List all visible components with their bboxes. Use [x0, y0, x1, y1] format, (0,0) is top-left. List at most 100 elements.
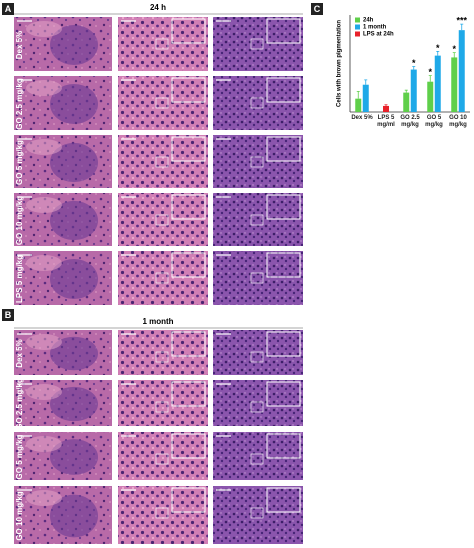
tissue-region: [50, 336, 98, 371]
x-tick-label: GO 2.5 mg/kg: [400, 115, 420, 128]
tissue-region: [50, 25, 98, 65]
bar: [427, 81, 434, 112]
inset: [266, 194, 301, 220]
inset: [171, 381, 206, 407]
legend-label: LPS at 24h: [363, 32, 394, 38]
tissue-region: [50, 439, 98, 475]
tissue-region: [50, 494, 98, 538]
inset-region: [155, 453, 169, 465]
inset-region: [250, 272, 264, 284]
tissue-region: [26, 490, 62, 506]
inset: [171, 18, 206, 44]
inset-region: [155, 97, 169, 109]
inset: [171, 252, 206, 278]
row-label: GO 5 mg/kg: [15, 140, 24, 185]
x-tick-label: Dex 5%: [351, 115, 373, 121]
bar: [458, 30, 465, 112]
legend-swatch: [355, 24, 360, 30]
panel-label: A: [5, 4, 12, 14]
bar: [403, 92, 410, 112]
panel-label: B: [5, 310, 12, 320]
inset: [266, 433, 301, 459]
significance: *: [436, 43, 440, 53]
tissue-region: [50, 84, 98, 124]
panel-label-box: [311, 3, 323, 15]
inset-region: [250, 507, 264, 519]
inset-region: [155, 272, 169, 284]
significance: *: [412, 58, 416, 68]
row-label: LPS 5 mg/kg: [15, 255, 24, 303]
row-label: Dex 5%: [15, 339, 24, 367]
legend-label: 24h: [363, 18, 374, 24]
bar: [410, 69, 417, 112]
inset-region: [250, 156, 264, 168]
legend-swatch: [355, 31, 360, 37]
tissue-region: [50, 386, 98, 422]
tissue-region: [26, 80, 62, 96]
inset: [171, 194, 206, 220]
bar: [434, 55, 441, 112]
error-bar: [436, 50, 440, 56]
panel-label: C: [314, 4, 321, 14]
tissue-region: [26, 255, 62, 271]
x-tick-label: GO 10 mg/kg: [449, 115, 467, 128]
inset-region: [250, 38, 264, 50]
inset: [266, 487, 301, 513]
inset-region: [155, 507, 169, 519]
legend-swatch: [355, 17, 360, 23]
error-bar: [428, 75, 432, 82]
panel-title: 1 month: [142, 317, 173, 326]
x-tick-label: GO 5 mg/kg: [425, 115, 443, 128]
inset-region: [250, 401, 264, 413]
inset-region: [155, 351, 169, 363]
inset: [266, 18, 301, 44]
row-label: GO 10 mg/kg: [15, 491, 24, 540]
error-bar: [364, 79, 368, 85]
inset: [266, 252, 301, 278]
row-label: Dex 5%: [15, 31, 24, 59]
inset-region: [250, 351, 264, 363]
error-bar: [356, 90, 360, 99]
x-tick-label: LPS 5 mg/ml: [377, 115, 395, 128]
bar: [383, 105, 389, 112]
inset: [171, 433, 206, 459]
error-bar: [412, 66, 416, 70]
tissue-region: [50, 142, 98, 183]
tissue-region: [26, 436, 62, 452]
bar: [355, 98, 362, 112]
row-label: GO 10 mg/kg: [15, 196, 24, 245]
significance: *: [452, 44, 456, 54]
panel-title: 24 h: [150, 3, 166, 12]
tissue-region: [50, 200, 98, 241]
inset-region: [250, 97, 264, 109]
inset-region: [250, 214, 264, 226]
tissue-region: [26, 21, 62, 37]
inset-region: [250, 453, 264, 465]
error-bar: [384, 104, 388, 106]
inset: [266, 331, 301, 357]
panel-label-box: [2, 309, 14, 321]
inset: [171, 487, 206, 513]
tissue-region: [26, 384, 62, 400]
row-label: GO 2.5 mg/kg: [15, 78, 24, 130]
panel-label-box: [2, 3, 14, 15]
tissue-region: [26, 334, 62, 350]
bar: [362, 84, 369, 112]
y-axis-label: Cells with brown pigmentation: [337, 20, 343, 107]
inset: [266, 136, 301, 162]
significance: ***: [456, 15, 467, 25]
tissue-region: [50, 259, 98, 299]
error-bar: [452, 52, 456, 58]
row-label: GO 5 mg/kg: [15, 434, 24, 479]
inset-region: [155, 401, 169, 413]
significance: *: [428, 67, 432, 77]
error-bar: [404, 89, 408, 93]
inset: [171, 331, 206, 357]
bar: [451, 57, 458, 112]
error-bar: [460, 23, 464, 31]
legend-label: 1 month: [363, 25, 387, 31]
inset-region: [155, 214, 169, 226]
tissue-region: [26, 139, 62, 155]
